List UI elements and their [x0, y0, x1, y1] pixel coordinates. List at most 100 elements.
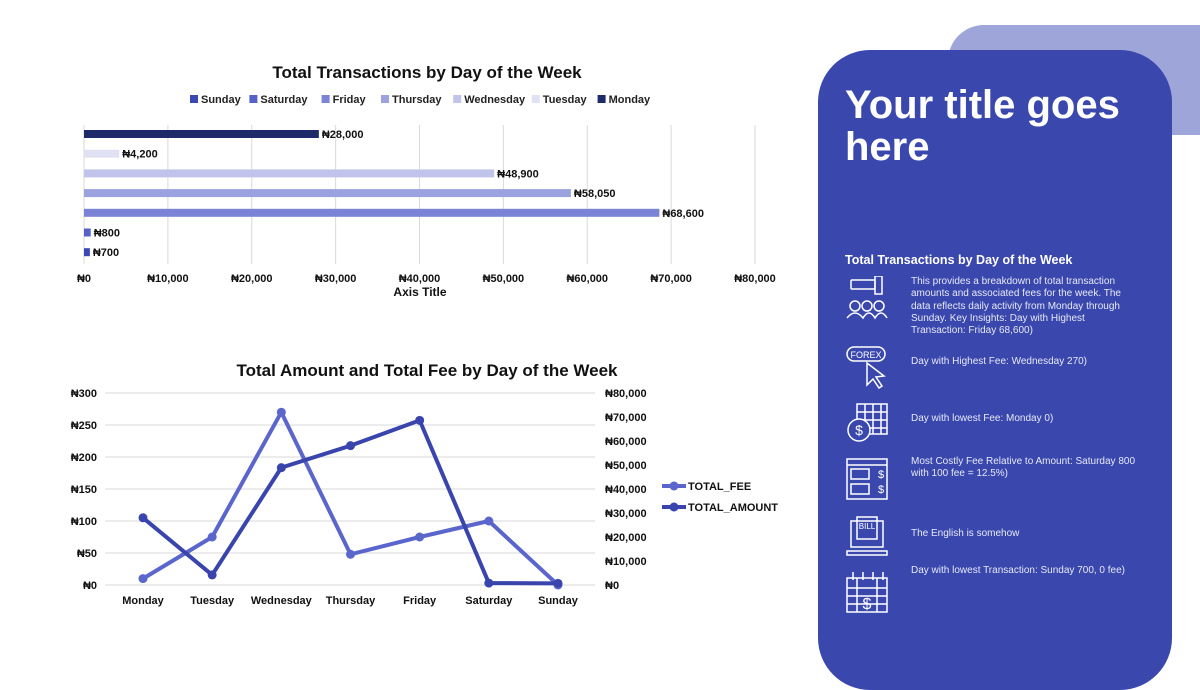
y-right-tick-label: ₦50,000 — [605, 460, 647, 472]
legend-marker — [669, 502, 679, 512]
x-category-label: Wednesday — [251, 595, 313, 607]
panel-item-text: Day with lowest Fee: Monday 0) — [911, 413, 1054, 424]
point-total_amount — [276, 463, 286, 473]
legend-marker — [669, 481, 679, 491]
legend-label-total_fee: TOTAL_FEE — [688, 481, 751, 493]
legend-label-tuesday: Tuesday — [543, 94, 588, 106]
y-left-tick-label: ₦50 — [77, 548, 97, 560]
legend-swatch — [597, 95, 606, 103]
panel-item-text: The English is somehow — [911, 528, 1020, 539]
panel-item: BILL The English is somehow — [845, 515, 1145, 561]
point-total_fee — [346, 549, 355, 559]
bar-label-sunday: ₦700 — [93, 247, 119, 259]
svg-text:$: $ — [878, 484, 884, 496]
panel-item: This provides a breakdown of total trans… — [845, 276, 1145, 336]
line-chart-title: Total Amount and Total Fee by Day of the… — [237, 361, 619, 380]
legend-label-thursday: Thursday — [392, 94, 442, 106]
panel-item: $ Day with lowest Transaction: Sunday 700… — [845, 565, 1145, 616]
legend-label-monday: Monday — [609, 94, 651, 106]
legend-swatch — [453, 95, 462, 103]
legend-swatch — [531, 95, 540, 103]
y-right-tick-label: ₦70,000 — [605, 412, 647, 424]
y-left-tick-label: ₦250 — [71, 420, 97, 432]
bar-label-thursday: ₦58,050 — [574, 188, 616, 200]
bar-label-tuesday: ₦4,200 — [122, 149, 157, 161]
legend-label-saturday: Saturday — [260, 94, 308, 106]
y-left-tick-label: ₦200 — [71, 452, 97, 464]
people-hammer-icon — [846, 276, 888, 320]
y-right-tick-label: ₦40,000 — [605, 484, 647, 496]
bar-label-wednesday: ₦48,900 — [497, 168, 539, 180]
bill-laptop-icon: BILL — [846, 516, 888, 556]
y-right-tick-label: ₦10,000 — [605, 556, 647, 568]
svg-text:BILL: BILL — [859, 522, 876, 531]
svc-fee-icon: $$ — [846, 458, 888, 500]
point-total_fee — [415, 532, 425, 542]
bar-tuesday — [84, 149, 120, 158]
point-total_fee — [484, 516, 494, 526]
legend-label-wednesday: Wednesday — [464, 94, 526, 106]
y-right-tick-label: ₦0 — [605, 580, 619, 592]
legend-swatch — [190, 95, 198, 103]
legend-swatch — [249, 95, 258, 103]
y-right-tick-label: ₦60,000 — [605, 436, 647, 448]
charts-canvas: Total Transactions by Day of the Week Sun… — [71, 63, 779, 607]
bar-chart-title: Total Transactions by Day of the Week — [272, 63, 582, 82]
y-left-tick-label: ₦100 — [71, 516, 97, 528]
legend-label-sunday: Sunday — [201, 94, 242, 106]
svg-text:$: $ — [878, 469, 884, 481]
bar-monday — [84, 130, 319, 138]
x-category-label: Thursday — [326, 595, 376, 607]
bar-label-friday: ₦68,600 — [662, 208, 704, 220]
x-tick-label: ₦80,000 — [734, 273, 776, 285]
svg-text:$: $ — [855, 422, 863, 438]
y-right-tick-label: ₦20,000 — [605, 532, 647, 544]
y-left-tick-label: ₦300 — [71, 388, 97, 400]
y-right-tick-label: ₦30,000 — [605, 508, 647, 520]
y-right-tick-label: ₦80,000 — [605, 388, 647, 400]
y-left-tick-label: ₦0 — [83, 580, 97, 592]
point-total_amount — [553, 578, 563, 588]
bar-thursday — [84, 189, 571, 198]
x-tick-label: ₦40,000 — [399, 273, 441, 285]
point-total_amount — [207, 570, 217, 580]
bar-label-saturday: ₦800 — [94, 228, 120, 240]
calendar-money-icon: $ — [846, 572, 888, 613]
svg-text:$: $ — [863, 596, 872, 613]
panel-item: $ $ Most Costly Fee Relative to Amount: Sa… — [845, 456, 1145, 503]
line-total_fee — [141, 410, 560, 587]
point-total_fee — [138, 574, 148, 584]
panel-item: $ Day with lowest Fee: Monday 0) — [845, 400, 1145, 446]
point-total_amount — [138, 513, 148, 523]
panel-item-text: Day with Highest Fee: Wednesday 270) — [911, 356, 1088, 367]
x-tick-label: ₦20,000 — [231, 273, 273, 285]
point-total_amount — [346, 441, 355, 451]
x-category-label: Tuesday — [190, 595, 235, 607]
point-total_fee — [276, 407, 286, 417]
x-category-label: Sunday — [538, 595, 579, 607]
panel-item-text: Day with lowest Transaction: Sunday 700,… — [911, 565, 1126, 576]
x-tick-label: ₦60,000 — [566, 273, 608, 285]
legend-label-total_amount: TOTAL_AMOUNT — [688, 502, 778, 514]
calendar-dollar-icon: $ — [847, 403, 888, 442]
x-tick-label: ₦10,000 — [147, 273, 189, 285]
x-category-label: Monday — [122, 595, 164, 607]
panel-item: FOREX Day with Highest Fee: Wednesday 270… — [845, 345, 1145, 391]
legend-swatch — [381, 95, 389, 103]
bar-sunday — [84, 248, 90, 257]
x-tick-label: ₦0 — [77, 273, 91, 285]
y-left-tick-label: ₦150 — [71, 484, 97, 496]
svg-text:FOREX: FOREX — [850, 350, 881, 360]
point-total_amount — [484, 578, 494, 588]
x-tick-label: ₦50,000 — [483, 273, 525, 285]
legend-swatch — [321, 95, 330, 103]
bar-friday — [84, 208, 660, 217]
legend-label-friday: Friday — [333, 94, 367, 106]
panel-title: Your title goes here — [845, 83, 1120, 169]
panel-item-text: This provides a breakdown of total trans… — [911, 276, 1121, 337]
panel-item-text: Most Costly Fee Relative to Amount: Satu… — [911, 456, 1135, 480]
x-category-label: Saturday — [465, 595, 513, 607]
x-tick-label: ₦30,000 — [315, 273, 357, 285]
point-total_fee — [207, 532, 217, 542]
panel-subtitle: Total Transactions by Day of the Week — [845, 253, 1073, 267]
